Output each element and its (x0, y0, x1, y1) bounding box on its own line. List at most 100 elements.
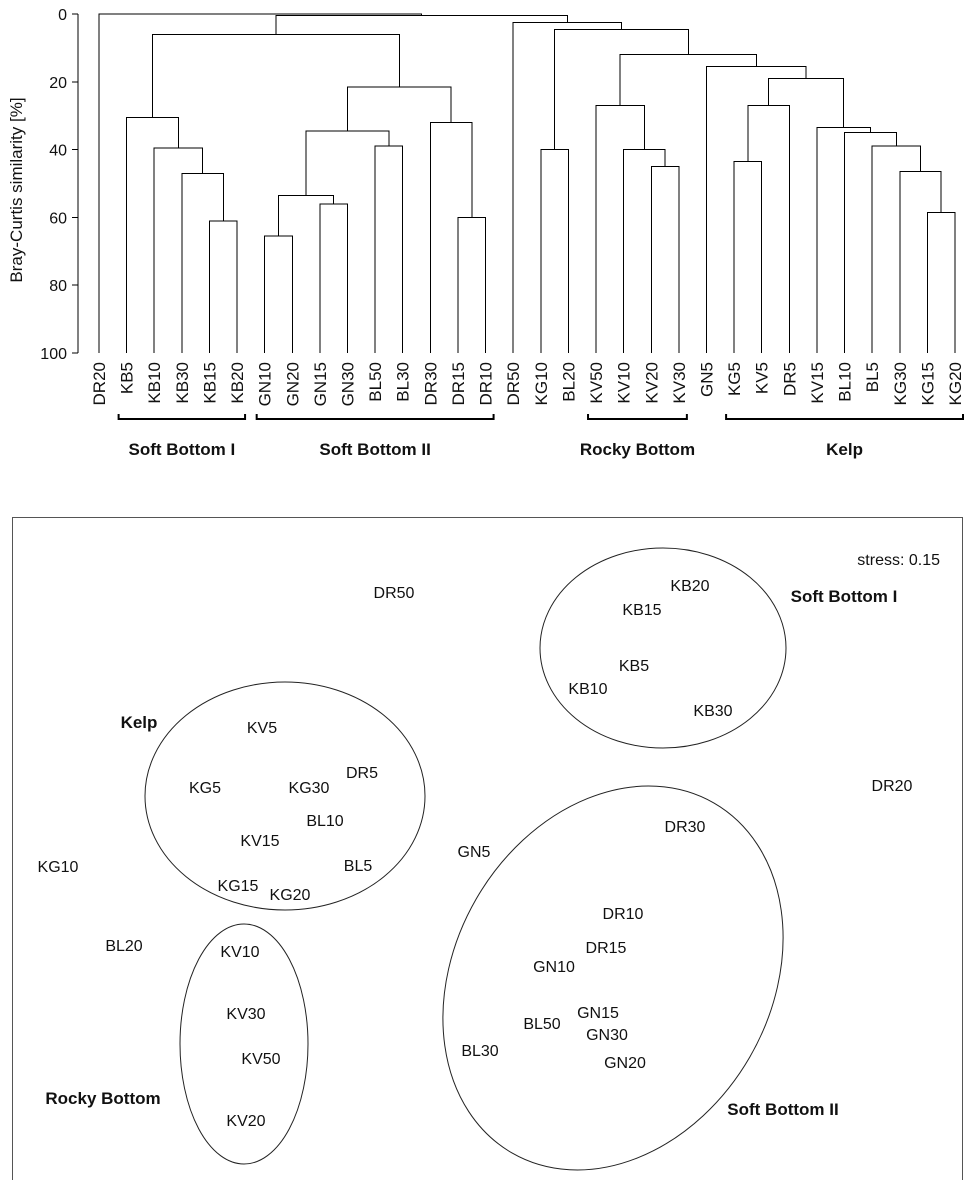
point-label: GN15 (577, 1005, 619, 1022)
point-label: KB30 (693, 703, 732, 720)
leaf-label: BL10 (836, 362, 855, 402)
dendrogram-branch (554, 28, 689, 150)
y-axis-label: Bray-Curtis similarity [%] (7, 97, 26, 282)
dendrogram-branch (457, 216, 487, 353)
point-label: KB5 (619, 658, 649, 675)
leaf-labels: DR20 KB5 KB10 KB30 KB15 KB20 GN10 GN20 GN15 GN30 B… (90, 362, 965, 406)
group-label: Soft Bottom II (319, 440, 430, 459)
plot-frame (12, 517, 963, 1180)
dendrogram-branch (208, 220, 238, 353)
leaf-label: DR20 (90, 362, 109, 405)
dendrogram-branch (619, 54, 757, 106)
dendrogram-branch (871, 145, 921, 353)
leaf-label: KV10 (615, 362, 634, 404)
group-ellipse (144, 681, 426, 911)
point-label: KV30 (226, 1006, 265, 1023)
group-label: Soft Bottom I (791, 587, 898, 606)
dendrogram-branch (126, 116, 179, 353)
point-label: BL10 (306, 813, 343, 830)
leaf-label: KV30 (670, 362, 689, 404)
group-labels: Soft Bottom I Kelp Rocky Bottom Soft Bottom… (45, 587, 897, 1119)
leaf-label: DR30 (421, 362, 440, 405)
leaf-label: GN10 (256, 362, 275, 406)
dendrogram-branch (275, 15, 568, 35)
dendrogram-branch (319, 203, 349, 353)
leaf-label: BL5 (863, 362, 882, 392)
group-bracket (725, 414, 964, 420)
ordination-chart: stress: 0.15 KB20 KB15 KB5 KB10 KB30 DR50 DR20… (12, 517, 963, 1180)
leaf-label: KG20 (946, 362, 965, 405)
leaf-label: KB30 (173, 362, 192, 404)
dendrogram-branch (347, 86, 452, 131)
leaf-label: GN20 (283, 362, 302, 406)
point-label: KV20 (226, 1113, 265, 1130)
dendrogram-branch (768, 77, 845, 128)
dendrogram-branch (98, 13, 423, 353)
y-tick-label: 20 (49, 75, 67, 92)
dendrogram-branch (429, 121, 473, 353)
group-bracket (255, 414, 495, 420)
leaf-label: DR5 (780, 362, 799, 396)
leaf-label: DR10 (477, 362, 496, 405)
leaf-label: KB15 (200, 362, 219, 404)
group-label: Soft Bottom II (727, 1100, 838, 1119)
point-label: GN20 (604, 1055, 646, 1072)
dendrogram-branch (899, 171, 942, 353)
point-label: BL30 (461, 1043, 498, 1060)
point-label: DR5 (346, 765, 378, 782)
y-tick-label: 40 (49, 143, 67, 160)
leaf-label: BL20 (559, 362, 578, 402)
dendrogram-branch (733, 160, 763, 353)
point-label: DR15 (586, 940, 627, 957)
dendrogram-branch (816, 127, 871, 353)
dendrogram-branch (374, 145, 404, 353)
leaf-label: KG10 (532, 362, 551, 405)
point-label: KG10 (38, 859, 79, 876)
group-ellipse (442, 785, 784, 1171)
group-ellipses (144, 547, 787, 1171)
point-label: KG30 (289, 780, 330, 797)
y-tick-label: 100 (40, 346, 67, 363)
point-label: GN30 (586, 1027, 628, 1044)
point-label: BL50 (523, 1016, 560, 1033)
point-label: DR50 (374, 585, 415, 602)
dendrogram-branch (152, 33, 400, 118)
group-bracket (587, 414, 688, 420)
point-label: KG15 (218, 878, 259, 895)
leaf-label: KB10 (145, 362, 164, 404)
leaf-label: KB20 (228, 362, 247, 404)
dendrogram-branch (277, 194, 335, 237)
dendrogram-branch (650, 166, 680, 353)
dendrogram-branch (623, 149, 666, 353)
point-label: KB20 (670, 578, 709, 595)
group-label: Soft Bottom I (128, 440, 235, 459)
dendrogram-branch (512, 21, 622, 353)
point-label: DR10 (603, 906, 644, 923)
point-labels: KB20 KB15 KB5 KB10 KB30 DR50 DR20 KV5 KG5 KG30 DR5… (38, 578, 913, 1130)
leaf-label: KV50 (587, 362, 606, 404)
y-axis-ticks: 0 20 40 60 80 100 (40, 7, 78, 363)
leaf-label: DR15 (449, 362, 468, 405)
point-label: GN5 (458, 844, 491, 861)
point-label: BL20 (105, 938, 142, 955)
group-brackets: Soft Bottom I Soft Bottom II Rocky Bottom K… (117, 414, 964, 459)
dendrogram-branch (926, 211, 956, 353)
point-label: KB15 (622, 602, 661, 619)
group-label: Kelp (826, 440, 863, 459)
dendrogram-branch (705, 66, 807, 353)
y-tick-label: 60 (49, 210, 67, 227)
dendrogram-branch (595, 105, 645, 353)
dendrogram-branch (305, 130, 390, 196)
leaf-label: KV5 (753, 362, 772, 394)
point-label: KV5 (247, 720, 277, 737)
dendrogram-branch (844, 132, 897, 353)
point-label: KV10 (220, 944, 259, 961)
leaf-label: KV15 (808, 362, 827, 404)
leaf-label: KB5 (118, 362, 137, 394)
dendrogram-branch (153, 147, 204, 353)
group-ellipse (179, 923, 309, 1165)
dendrogram-branches (98, 13, 956, 353)
point-label: KV50 (241, 1051, 280, 1068)
dendrogram-branch (747, 105, 790, 353)
